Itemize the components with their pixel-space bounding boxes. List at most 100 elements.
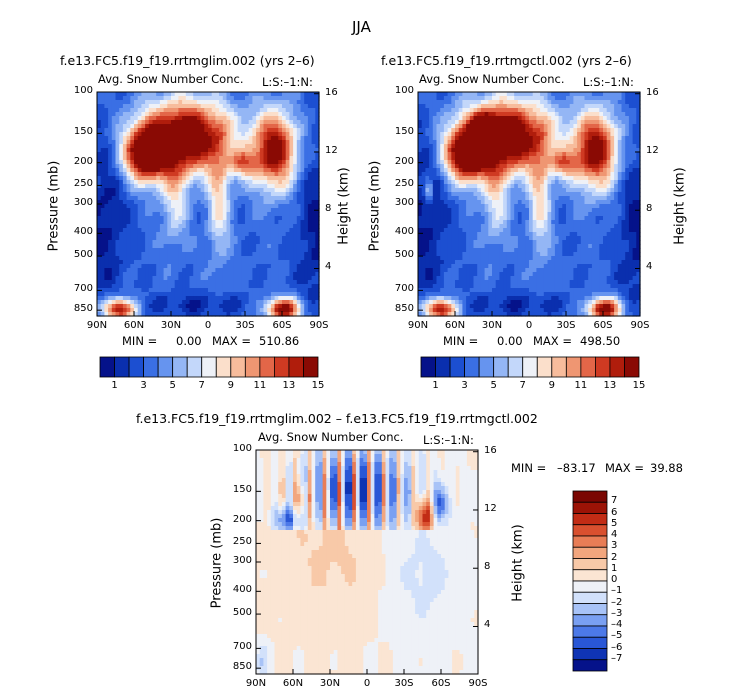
heatmap-cell (185, 284, 191, 289)
heatmap-cell (208, 212, 213, 217)
heatmap-cell (100, 148, 105, 153)
heatmap-cell (259, 96, 265, 101)
heatmap-cell (300, 264, 305, 269)
heatmap-cell (617, 180, 623, 185)
heatmap-cell (130, 300, 135, 305)
heatmap-cell (543, 184, 549, 189)
heatmap-cell (237, 272, 242, 277)
heatmap-cell (122, 120, 128, 125)
heatmap-cell (259, 216, 265, 221)
heatmap-cell (307, 156, 313, 161)
heatmap-cell (311, 132, 316, 137)
heatmap-cell (219, 264, 224, 269)
heatmap-cell (296, 124, 302, 129)
heatmap-cell (285, 184, 290, 189)
heatmap-cell (148, 200, 154, 205)
heatmap-cell (525, 164, 530, 169)
heatmap-cell (122, 216, 128, 221)
heatmap-cell (543, 128, 549, 133)
heatmap-cell (159, 148, 165, 153)
heatmap-cell (219, 152, 224, 157)
heatmap-cell (285, 156, 290, 161)
heatmap-cell (185, 96, 191, 101)
heatmap-cell (174, 132, 179, 137)
heatmap-cell (263, 196, 268, 201)
heatmap-cell (233, 148, 239, 153)
heatmap-cell (436, 112, 441, 117)
left-colorbar (99, 356, 319, 378)
heatmap-cell (466, 120, 471, 125)
heatmap-cell (237, 208, 242, 213)
heatmap-cell (267, 232, 272, 237)
heatmap-cell (196, 212, 202, 217)
heatmap-cell (300, 272, 305, 277)
heatmap-cell (152, 144, 157, 149)
heatmap-cell (293, 276, 298, 281)
heatmap-cell (282, 288, 287, 293)
heatmap-cell (171, 300, 176, 305)
heatmap-cell (100, 260, 105, 265)
heatmap-cell (219, 272, 224, 277)
heatmap-cell (137, 108, 142, 113)
heatmap-cell (122, 264, 128, 269)
heatmap-cell (492, 112, 497, 117)
heatmap-cell (591, 136, 597, 141)
heatmap-cell (525, 92, 530, 97)
heatmap-cell (270, 300, 276, 305)
heatmap-cell (267, 168, 272, 173)
heatmap-cell (248, 140, 253, 145)
heatmap-cell (599, 168, 604, 173)
heatmap-cell (148, 108, 154, 113)
heatmap-cell (211, 276, 216, 281)
heatmap-cell (256, 296, 261, 301)
heatmap-cell (278, 272, 283, 277)
heatmap-cell (178, 100, 183, 105)
heatmap-cell (307, 140, 313, 145)
heatmap-cell (178, 228, 183, 233)
heatmap-cell (632, 96, 637, 101)
heatmap-cell (315, 308, 320, 313)
heatmap-cell (193, 152, 198, 157)
heatmap-cell (577, 108, 582, 113)
heatmap-cell (274, 148, 279, 153)
heatmap-cell (270, 120, 276, 125)
heatmap-cell (219, 228, 224, 233)
heatmap-cell (588, 96, 593, 101)
heatmap-cell (237, 116, 242, 121)
heatmap-cell (174, 304, 179, 309)
heatmap-cell (521, 104, 526, 109)
heatmap-cell (610, 180, 615, 185)
heatmap-cell (443, 104, 449, 109)
heatmap-cell (554, 152, 560, 157)
heatmap-cell (282, 132, 287, 137)
heatmap-cell (289, 120, 294, 125)
heatmap-cell (584, 164, 589, 169)
heatmap-cell (304, 140, 309, 145)
heatmap-cell (569, 100, 574, 105)
heatmap-cell (311, 136, 316, 141)
heatmap-cell (241, 120, 246, 125)
heatmap-cell (108, 304, 113, 309)
heatmap-cell (543, 124, 549, 129)
heatmap-cell (304, 188, 309, 193)
heatmap-cell (126, 100, 131, 105)
colorbar-label: 7 (198, 380, 205, 391)
heatmap-cell (477, 100, 482, 105)
heatmap-cell (529, 176, 534, 181)
heatmap-cell (617, 152, 623, 157)
heatmap-cell (296, 100, 302, 105)
heatmap-cell (418, 96, 423, 101)
heatmap-cell (580, 188, 586, 193)
heatmap-cell (241, 176, 246, 181)
heatmap-cell (418, 140, 423, 145)
heatmap-cell (237, 212, 242, 217)
heatmap-cell (532, 124, 537, 129)
heatmap-cell (603, 144, 608, 149)
heatmap-cell (115, 100, 120, 105)
heatmap-cell (159, 152, 165, 157)
heatmap-cell (569, 180, 574, 185)
heatmap-cell (462, 192, 467, 197)
heatmap-cell (547, 156, 552, 161)
heatmap-cell (193, 108, 198, 113)
heatmap-cell (595, 156, 600, 161)
